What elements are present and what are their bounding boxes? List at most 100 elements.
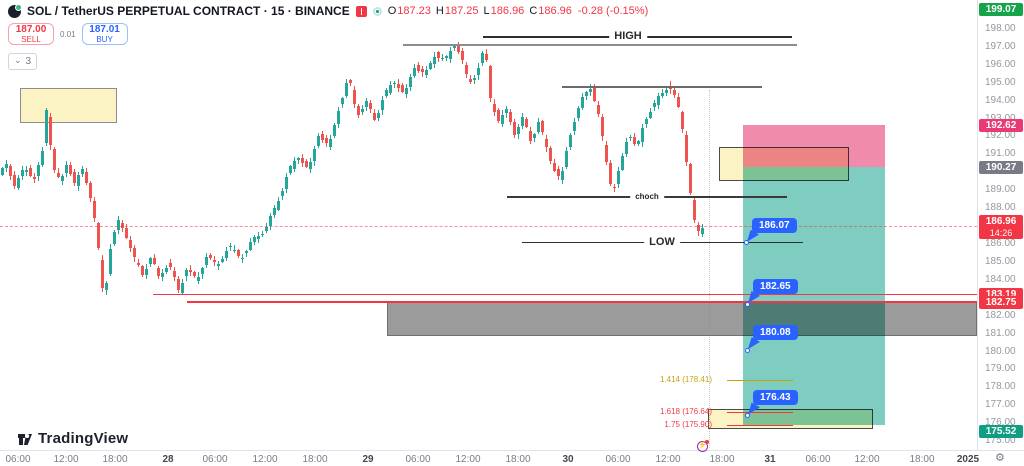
- candle-body: [265, 226, 268, 231]
- price-badge: 186.96 14:26: [979, 214, 1023, 239]
- time-tick-label: 31: [764, 454, 776, 465]
- candle-body: [433, 56, 436, 64]
- candle-body: [341, 98, 344, 105]
- price-callout[interactable]: 186.07: [752, 217, 797, 233]
- candle-body: [49, 117, 52, 146]
- candle-body: [109, 248, 112, 274]
- candle-body: [201, 268, 204, 275]
- price-axis[interactable]: 198.00197.00196.00195.00194.00193.00192.…: [977, 0, 1024, 450]
- high-secondary-line[interactable]: [403, 43, 797, 46]
- candle-body: [693, 200, 696, 221]
- candle-body: [317, 136, 320, 146]
- candle-body: [425, 69, 428, 75]
- candle-body: [553, 162, 556, 171]
- candle-body: [269, 216, 272, 226]
- candle-body: [537, 122, 540, 132]
- fib-level-line[interactable]: [727, 424, 793, 426]
- price-tick-label: 176.00: [985, 417, 1016, 429]
- chevron-down-icon: ⌄: [14, 55, 22, 65]
- open-value: 187.23: [397, 5, 431, 17]
- price-callout[interactable]: 180.08: [753, 325, 798, 341]
- candle-body: [633, 137, 636, 144]
- price-tick-label: 177.00: [985, 399, 1016, 411]
- candle-body: [585, 91, 588, 96]
- fib-level-line[interactable]: [727, 411, 793, 413]
- candle-body: [89, 182, 92, 198]
- candle-body: [681, 112, 684, 129]
- market-status-icon[interactable]: [372, 6, 382, 16]
- price-callout[interactable]: 182.65: [753, 279, 798, 295]
- candle-body: [449, 51, 452, 59]
- price-tick-label: 197.00: [985, 40, 1016, 52]
- candle-body: [113, 232, 116, 244]
- candle-body: [173, 270, 176, 277]
- time-tick-label: 06:00: [605, 454, 631, 465]
- candle-body: [117, 219, 120, 230]
- candle-body: [501, 114, 504, 124]
- chart-type-icon[interactable]: [355, 5, 367, 17]
- time-tick-label: 18:00: [102, 454, 128, 465]
- chart-legend: SOL / TetherUS PERPETUAL CONTRACT · 15 ·…: [8, 3, 649, 70]
- price-tick-label: 180.00: [985, 345, 1016, 357]
- candle-body: [57, 172, 60, 177]
- candle-body: [297, 158, 300, 160]
- candle-body: [77, 175, 80, 187]
- candle-body: [581, 97, 584, 109]
- time-tick-label: 12:00: [252, 454, 278, 465]
- candle-body: [469, 78, 472, 83]
- left-supply-box[interactable]: [20, 88, 117, 124]
- candle-body: [541, 121, 544, 133]
- candle-body: [1, 168, 4, 176]
- price-tick-label: 198.00: [985, 22, 1016, 34]
- candle-wick: [246, 249, 247, 257]
- change-value: -0.28 (-0.15%): [577, 5, 649, 17]
- candle-body: [345, 83, 348, 97]
- low-value: 186.96: [490, 5, 525, 17]
- candle-body: [517, 127, 520, 135]
- candle-body: [505, 108, 508, 114]
- red-level-1[interactable]: [153, 293, 977, 296]
- candle-body: [477, 67, 480, 76]
- candle-body: [421, 69, 424, 73]
- price-tick-label: 195.00: [985, 76, 1016, 88]
- axis-settings-gear-icon[interactable]: ⚙: [995, 452, 1005, 464]
- candle-body: [673, 89, 676, 95]
- candle-body: [637, 141, 640, 145]
- entry-supply-box[interactable]: [719, 146, 849, 181]
- symbol-logo-icon[interactable]: [8, 3, 22, 18]
- time-tick-label: 18:00: [709, 454, 735, 465]
- symbol-title[interactable]: SOL / TetherUS PERPETUAL CONTRACT · 15 ·…: [27, 4, 350, 18]
- candle-body: [685, 135, 688, 162]
- candle-wick: [442, 54, 443, 62]
- indicators-collapsed-chip[interactable]: ⌄ 3: [8, 53, 38, 70]
- candle-body: [65, 164, 68, 174]
- short-profit-box[interactable]: [743, 167, 885, 425]
- price-badge: 199.07: [979, 3, 1023, 17]
- red-level-2[interactable]: [187, 301, 977, 303]
- buy-button[interactable]: 187.01 BUY: [81, 23, 128, 45]
- tradingview-watermark[interactable]: TradingView: [17, 430, 128, 447]
- price-callout[interactable]: 176.43: [753, 390, 798, 406]
- candle-body: [241, 258, 244, 260]
- time-tick-label: 30: [562, 454, 574, 465]
- candle-body: [661, 92, 664, 96]
- time-tick-label: 18:00: [505, 454, 531, 465]
- candle-body: [613, 187, 616, 189]
- calendar-event-icon[interactable]: ⚡: [697, 440, 709, 452]
- price-badge: 182.75: [979, 295, 1023, 309]
- fib-level-line[interactable]: [727, 380, 793, 381]
- high-line-label: HIGH: [609, 30, 647, 43]
- candle-body: [61, 176, 64, 182]
- candle-body: [293, 161, 296, 170]
- candle-body: [665, 89, 668, 94]
- candle-body: [81, 168, 84, 174]
- resistance-line[interactable]: [562, 85, 762, 88]
- candle-body: [233, 249, 236, 251]
- candle-body: [689, 164, 692, 194]
- candle-body: [621, 155, 624, 170]
- sell-button[interactable]: 187.00 SELL: [8, 23, 54, 45]
- candle-body: [149, 257, 152, 264]
- time-axis[interactable]: 06:00 12:00 18:00 28 06:00 12:00 18:00 29 06:00 1…: [0, 450, 1024, 466]
- candle-body: [5, 164, 8, 169]
- price-tick-label: 185.00: [985, 255, 1016, 267]
